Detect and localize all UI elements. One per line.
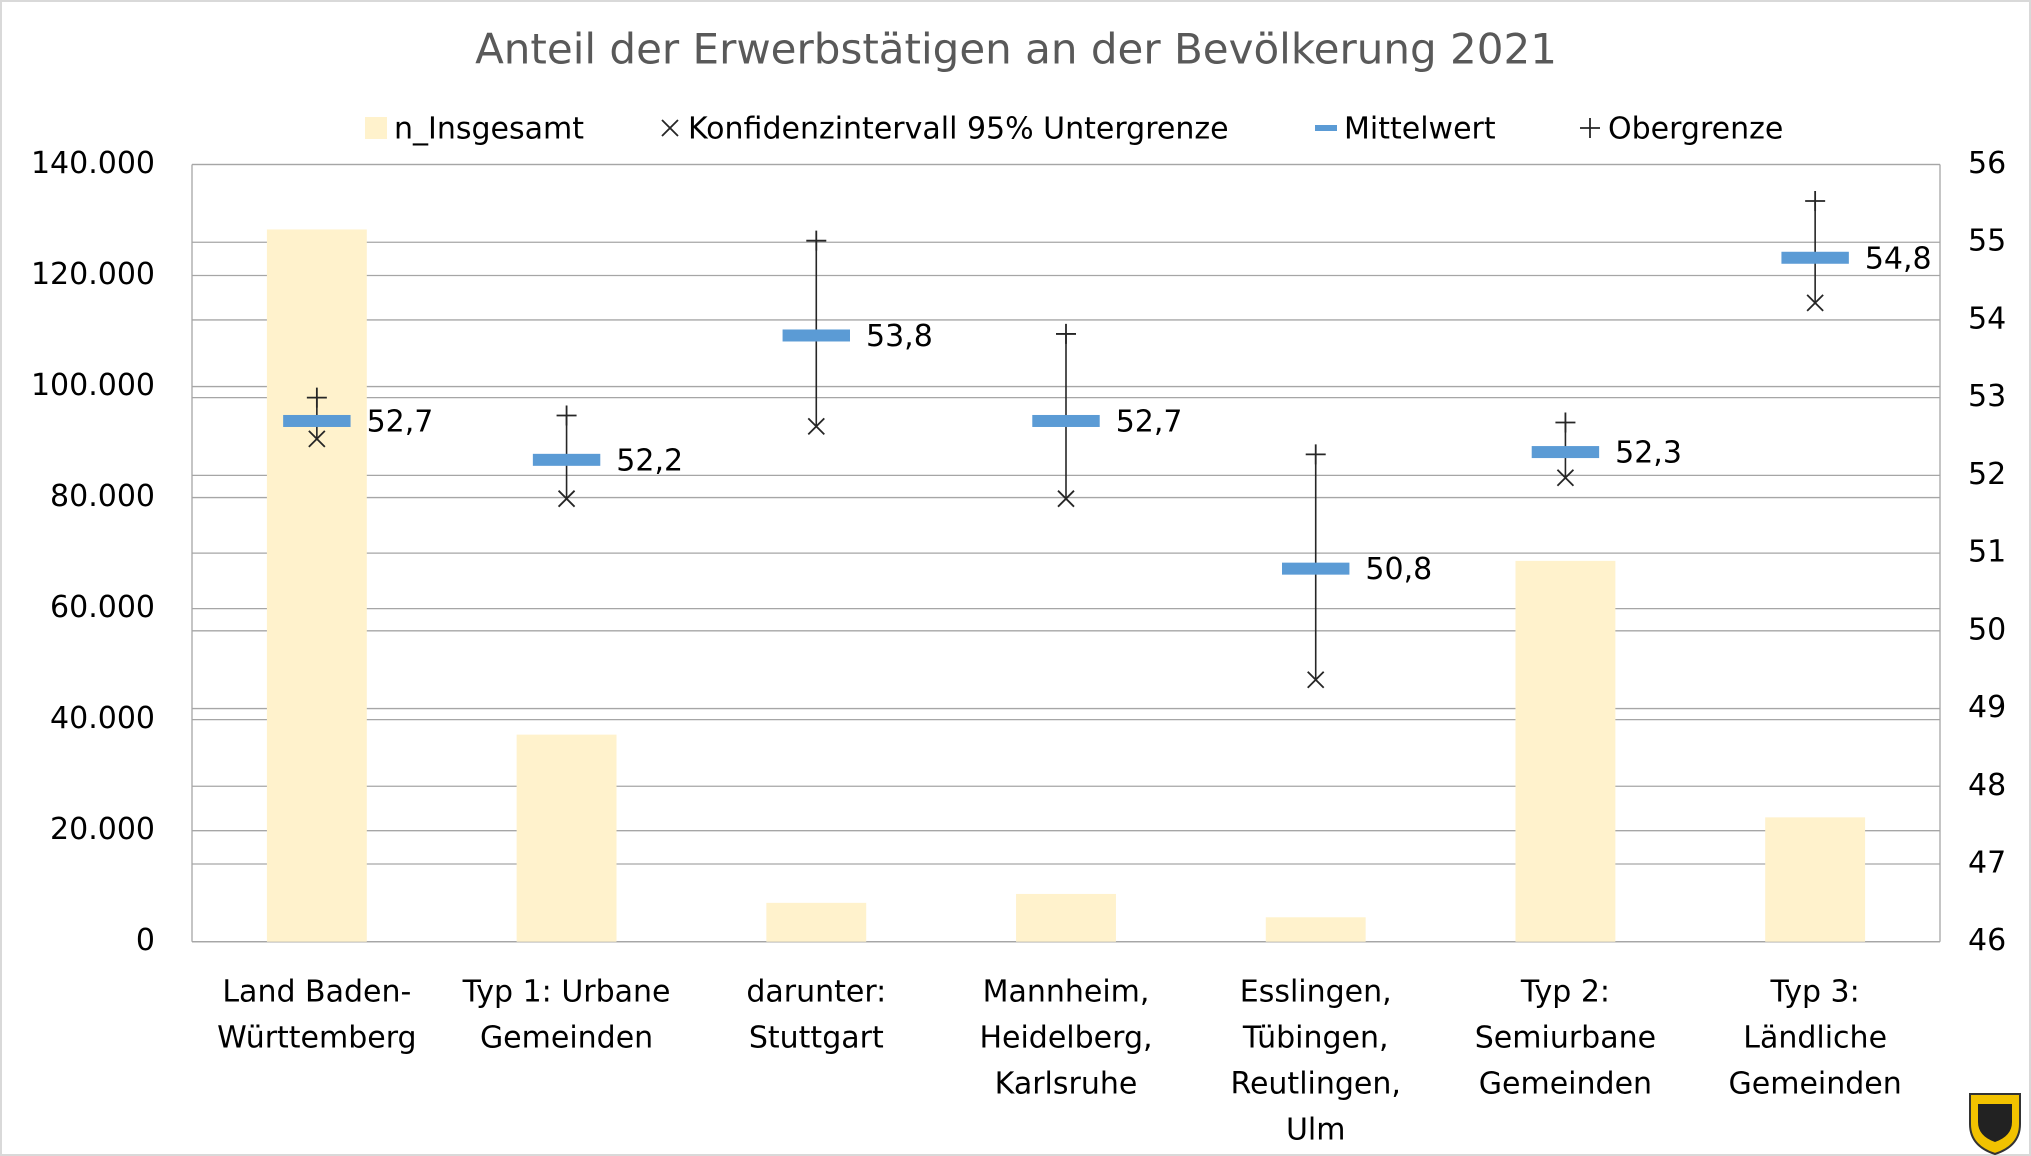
x-tick-label: Typ 1: Urbane Gemeinden xyxy=(462,974,671,1055)
y2-tick-label: 52 xyxy=(1968,457,2006,492)
x-tick-label-line: Semiurbane xyxy=(1475,1020,1656,1055)
x-tick-label: Typ 3: Ländliche Gemeinden xyxy=(1729,974,1902,1101)
x-tick-label: Mannheim, Heidelberg, Karlsruhe xyxy=(979,974,1152,1101)
lower-bound xyxy=(1806,294,1824,312)
lower-bound xyxy=(1057,490,1075,508)
x-tick-label-line: Esslingen, xyxy=(1240,974,1392,1009)
y2-tick-label: 48 xyxy=(1968,768,2006,803)
y2-tick-label: 51 xyxy=(1968,535,2006,570)
legend-label: n_Insgesamt xyxy=(394,112,584,147)
upper-bound xyxy=(1305,444,1326,465)
legend-swatch xyxy=(365,117,387,139)
x-tick-label-line: Heidelberg, xyxy=(979,1020,1152,1055)
y-tick-label: 40.000 xyxy=(50,701,155,736)
y-tick-label: 100.000 xyxy=(31,368,155,403)
x-tick-label-line: Ulm xyxy=(1286,1112,1346,1147)
x-tick-label: Typ 2: Semiurbane Gemeinden xyxy=(1475,974,1656,1101)
y2-tick-label: 55 xyxy=(1968,224,2006,259)
x-tick-label-line: Ländliche xyxy=(1743,1020,1887,1055)
y2-tick-label: 50 xyxy=(1968,612,2006,647)
mean-marker xyxy=(283,414,351,427)
y2-tick-label: 49 xyxy=(1968,690,2006,725)
data-label: 52,7 xyxy=(1116,404,1183,439)
mean-marker xyxy=(1531,446,1600,459)
bar xyxy=(1765,817,1866,942)
mean-marker xyxy=(1781,251,1849,264)
x-tick-label-line: Karlsruhe xyxy=(995,1066,1138,1101)
lower-bound xyxy=(557,490,576,508)
x-tick-label-line: Gemeinden xyxy=(1479,1066,1652,1101)
y-tick-label: 120.000 xyxy=(31,257,155,292)
data-label: 53,8 xyxy=(866,319,933,354)
x-tick-label-line: Gemeinden xyxy=(1729,1066,1902,1101)
upper-bound xyxy=(1805,191,1826,212)
y2-tick-label: 56 xyxy=(1968,146,2006,181)
mean-marker xyxy=(1032,414,1100,427)
data-label: 52,3 xyxy=(1615,436,1682,471)
x-tick-label-line: Land Baden- xyxy=(222,974,411,1009)
x-tick-label-line: darunter: xyxy=(746,974,886,1009)
bar xyxy=(1265,917,1366,942)
bar xyxy=(766,902,867,942)
logo xyxy=(1969,1093,2021,1156)
x-tick-label-line: Typ 1: Urbane xyxy=(462,974,671,1009)
lower-bound xyxy=(1307,671,1325,689)
y2-tick-label: 47 xyxy=(1968,845,2006,880)
upper-bound xyxy=(1555,412,1576,433)
y2-tick-label: 53 xyxy=(1968,379,2006,414)
lower-bound xyxy=(807,417,825,436)
x-tick-label-line: Stuttgart xyxy=(749,1020,884,1055)
y-tick-label: 80.000 xyxy=(50,479,155,514)
mean-marker xyxy=(532,453,601,466)
data-label: 52,7 xyxy=(367,404,434,439)
lower-bound xyxy=(1556,469,1575,487)
bar xyxy=(1016,893,1116,942)
bar xyxy=(266,229,367,942)
bar xyxy=(516,734,617,942)
x-tick-label-line: Tübingen, xyxy=(1242,1020,1389,1055)
x-tick-label-line: Mannheim, xyxy=(983,974,1150,1009)
y-tick-label: 60.000 xyxy=(50,590,155,625)
x-tick-label-line: Gemeinden xyxy=(480,1020,653,1055)
x-tick-label-line: Typ 2: xyxy=(1520,974,1610,1009)
legend-label: Konfidenzintervall 95% Untergrenze xyxy=(688,112,1229,147)
y-tick-label: 140.000 xyxy=(31,146,155,181)
upper-bound xyxy=(806,230,827,251)
legend-swatch xyxy=(1315,125,1337,131)
bar xyxy=(1515,560,1616,942)
chart-title: Anteil der Erwerbstätigen an der Bevölke… xyxy=(475,25,1557,74)
data-label: 54,8 xyxy=(1865,241,1932,276)
y-tick-label: 20.000 xyxy=(50,812,155,847)
x-tick-label: Esslingen, Tübingen, Reutlingen, Ulm xyxy=(1230,974,1400,1147)
upper-bound xyxy=(1056,323,1076,344)
x-tick-label-line: Württemberg xyxy=(217,1020,417,1055)
x-tick-label-line: Typ 3: xyxy=(1770,974,1860,1009)
data-label: 52,2 xyxy=(616,443,683,478)
x-tick-label: Land Baden- Württemberg xyxy=(217,974,417,1055)
legend-label: Mittelwert xyxy=(1344,112,1496,147)
y2-tick-label: 54 xyxy=(1968,301,2006,336)
legend-label: Obergrenze xyxy=(1608,112,1783,147)
legend-swatch xyxy=(1580,118,1600,138)
upper-bound xyxy=(556,405,577,426)
mean-marker xyxy=(782,329,850,342)
legend-swatch xyxy=(661,119,679,137)
x-tick-label: darunter: Stuttgart xyxy=(746,974,886,1055)
upper-bound xyxy=(306,387,327,408)
x-tick-label-line: Reutlingen, xyxy=(1230,1066,1400,1101)
data-label: 50,8 xyxy=(1365,552,1432,587)
y-tick-label: 0 xyxy=(136,923,155,958)
y2-tick-label: 46 xyxy=(1968,923,2006,958)
mean-marker xyxy=(1282,562,1350,575)
lower-bound xyxy=(308,430,326,448)
